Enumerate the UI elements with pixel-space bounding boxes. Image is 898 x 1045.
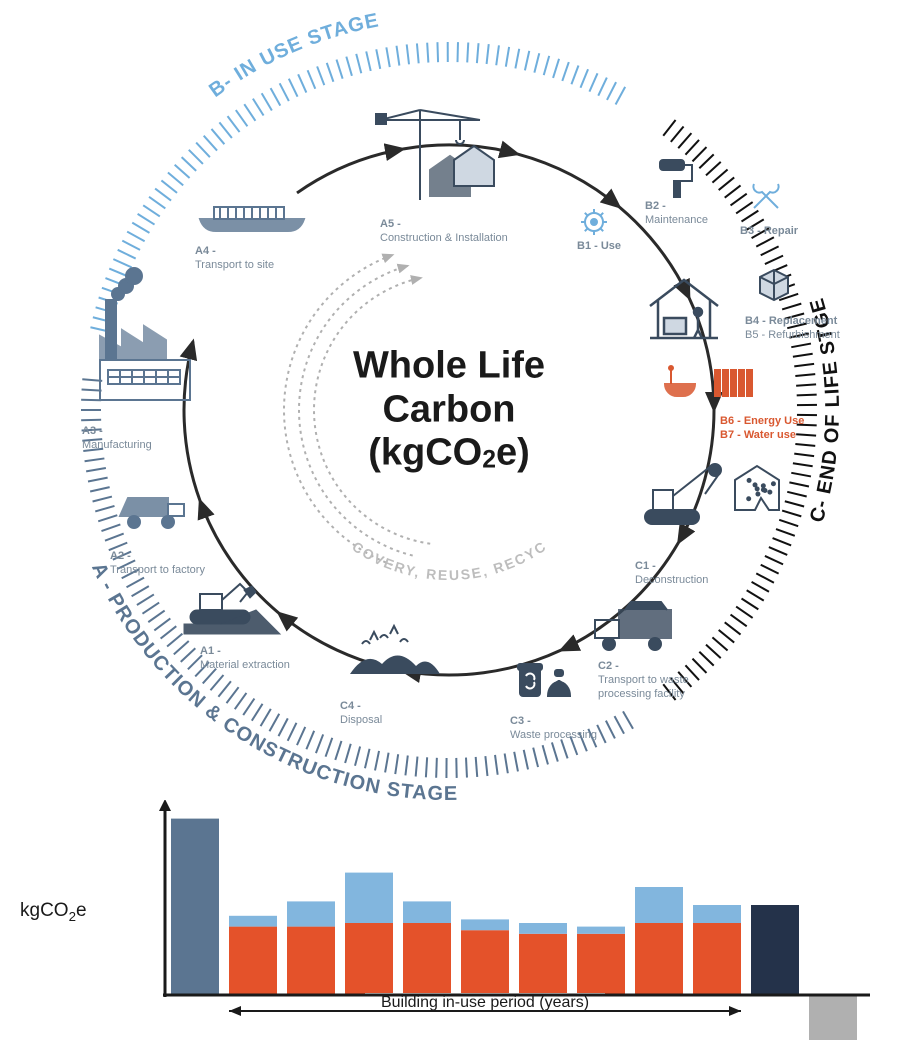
bar-3-operational_top bbox=[345, 873, 393, 923]
stage-a4: A4 -Transport to site bbox=[195, 245, 274, 273]
bar-10-eol_dark bbox=[751, 905, 799, 995]
arc-label-inuse: B- IN USE STAGE bbox=[205, 9, 381, 101]
stage-a5: A5 -Construction & Installation bbox=[380, 218, 508, 246]
stage-b1: B1 - Use bbox=[577, 240, 621, 254]
bar-6-operational_body bbox=[519, 934, 567, 995]
tools-icon bbox=[753, 184, 778, 208]
bath-radiator-icon bbox=[665, 366, 752, 396]
bar-2-operational_top bbox=[287, 901, 335, 926]
center-title-line2: Carbon bbox=[353, 388, 545, 432]
lifecycle-circular-diagram: $ A - PRODUCTION & CONSTRUCTION STAGE B-… bbox=[0, 0, 898, 800]
carbon-bar-chart: Building in-use period (years) bbox=[50, 800, 870, 1020]
demolition-icon bbox=[645, 464, 779, 524]
stage-a1: A1 -Material extraction bbox=[200, 645, 290, 673]
bar-4-operational_body bbox=[403, 923, 451, 995]
bar-6-operational_top bbox=[519, 923, 567, 934]
bar-7-operational_top bbox=[577, 927, 625, 934]
bar-11-beyond bbox=[809, 995, 857, 1040]
stage-c3: C3 -Waste processing bbox=[510, 715, 597, 743]
y-axis-arrowhead bbox=[159, 800, 171, 811]
bar-5-operational_top bbox=[461, 919, 509, 930]
stage-b2: B2 -Maintenance bbox=[645, 200, 708, 228]
gear-icon bbox=[581, 209, 607, 235]
bar-7-operational_body bbox=[577, 934, 625, 995]
chart-svg: Building in-use period (years) bbox=[50, 800, 870, 1040]
bar-2-operational_body bbox=[287, 927, 335, 995]
bar-1-operational_top bbox=[229, 916, 277, 927]
cube-icon bbox=[760, 270, 788, 300]
stage-b6: B6 - Energy UseB7 - Water use bbox=[720, 415, 804, 443]
bins-icon: $ bbox=[518, 664, 570, 696]
ct-l3-prefix: (kgCO bbox=[368, 432, 482, 474]
stage-b3: B3 - Repair bbox=[740, 225, 798, 239]
ct-l3-suffix: e) bbox=[496, 432, 530, 474]
bar-8-operational_body bbox=[635, 923, 683, 995]
stage-a2: A2 -Transport to factory bbox=[110, 550, 205, 578]
center-title-line3: (kgCO2e) bbox=[353, 432, 545, 476]
stage-a3: A3 -Manufacturing bbox=[82, 425, 152, 453]
bar-8-operational_top bbox=[635, 887, 683, 923]
ct-l3-sub: 2 bbox=[482, 447, 496, 474]
stage-c4: C4 -Disposal bbox=[340, 700, 382, 728]
center-title: Whole Life Carbon (kgCO2e) bbox=[353, 344, 545, 475]
arc-label-production: A - PRODUCTION & CONSTRUCTION STAGE bbox=[87, 559, 458, 800]
paint-roller-icon bbox=[660, 160, 692, 197]
crane-icon bbox=[376, 110, 494, 200]
dump-truck-icon bbox=[120, 498, 184, 528]
bar-9-operational_body bbox=[693, 923, 741, 995]
stage-c2: C2 -Transport to wasteprocessing facilit… bbox=[598, 660, 689, 701]
ship-icon bbox=[200, 207, 304, 231]
stage-c1: C1 -Deconstruction bbox=[635, 560, 708, 588]
bar-3-operational_body bbox=[345, 923, 393, 995]
bar-4-operational_top bbox=[403, 901, 451, 923]
recycle-curved-label: RECOVERY, REUSE, RECYCLE bbox=[0, 0, 550, 583]
bar-1-operational_body bbox=[229, 927, 277, 995]
waste-truck-icon bbox=[595, 602, 671, 650]
landfill-icon bbox=[350, 626, 440, 674]
house-person-icon bbox=[650, 280, 718, 338]
stage-b4: B4 - ReplacementB5 - Refurbishment bbox=[745, 315, 840, 343]
excavator-icon bbox=[184, 584, 280, 634]
bar-5-operational_body bbox=[461, 930, 509, 995]
chart-x-label: Building in-use period (years) bbox=[381, 994, 589, 1011]
center-title-line1: Whole Life bbox=[353, 344, 545, 388]
factory-icon bbox=[100, 268, 190, 400]
bar-9-operational_top bbox=[693, 905, 741, 923]
bar-0-production bbox=[171, 819, 219, 995]
svg-text:$: $ bbox=[556, 679, 563, 693]
